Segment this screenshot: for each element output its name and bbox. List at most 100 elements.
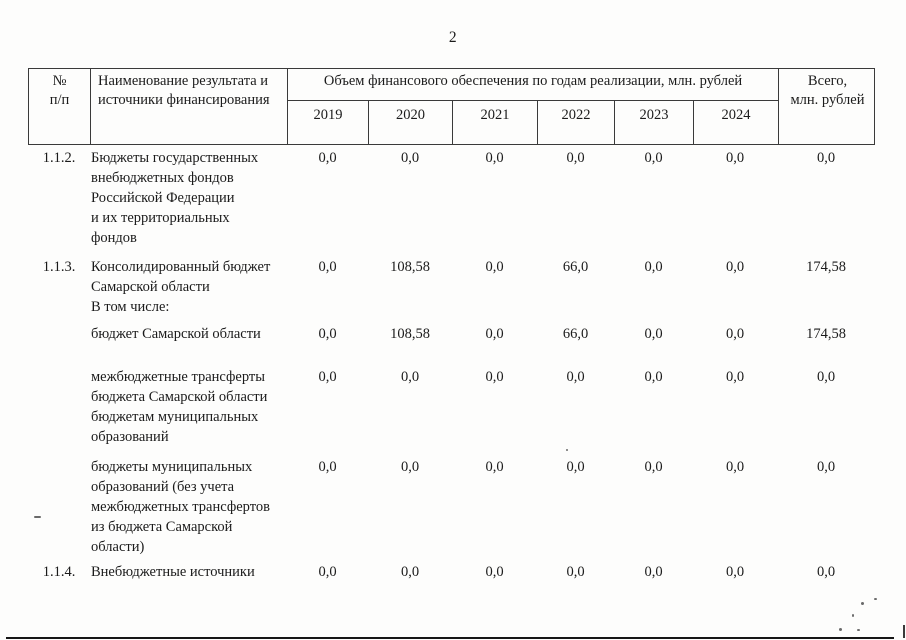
- cell-value: 66,0: [562, 326, 589, 342]
- table-row: 1.1.2. Бюджеты государственных внебюджетн…: [28, 148, 875, 248]
- row-name-line: бюджет Самарской области: [91, 326, 261, 342]
- header-year-2022: 2022: [538, 101, 615, 144]
- row-name-line: и их территориальных: [91, 210, 230, 226]
- row-name: Бюджеты государственных внебюджетных фонд…: [90, 148, 287, 248]
- header-total: Всего, млн. рублей: [778, 69, 876, 144]
- cell-total: 174,58: [806, 326, 846, 342]
- header-total-line2: млн. рублей: [790, 92, 865, 108]
- row-name-line: Консолидированный бюджет: [91, 259, 271, 275]
- cell-value: 0,0: [725, 369, 745, 385]
- header-num-line2: п/п: [49, 92, 70, 108]
- row-name: Внебюджетные источники: [90, 562, 287, 582]
- scan-speckle: [874, 598, 877, 600]
- cell-value: 0,0: [400, 564, 420, 580]
- cell-value: 0,0: [725, 150, 745, 166]
- table-header: № п/п Наименование результата и источник…: [28, 68, 875, 145]
- table-row: 1.1.3. Консолидированный бюджет Самарской…: [28, 257, 875, 317]
- row-name: межбюджетные трансферты бюджета Самарской…: [90, 367, 287, 447]
- row-name-line: области): [91, 539, 145, 555]
- cell-value: 0,0: [400, 459, 420, 475]
- row-number: [28, 367, 90, 447]
- cell-value: 0,0: [318, 326, 337, 342]
- header-year-2019: 2019: [288, 101, 369, 144]
- cell-value: 0,0: [318, 150, 337, 166]
- cell-value: 108,58: [390, 259, 430, 275]
- scan-speckle: [839, 628, 842, 631]
- row-name-line: бюджеты муниципальных: [91, 459, 253, 475]
- cell-value: 0,0: [566, 369, 585, 385]
- cell-value: 0,0: [725, 459, 745, 475]
- page-number: 2: [448, 29, 458, 46]
- header-year-2024: 2024: [721, 107, 751, 123]
- scan-edge-corner: [903, 625, 905, 638]
- cell-value: 0,0: [485, 564, 504, 580]
- scan-speckle: [34, 516, 41, 518]
- table-row: бюджет Самарской области 0,0 108,58 0,0 66,…: [28, 324, 875, 344]
- row-number: [28, 457, 90, 557]
- row-name-line: бюджетам муниципальных: [91, 409, 259, 425]
- row-name-line: Российской Федерации: [91, 190, 235, 206]
- finance-table: № п/п Наименование результата и источник…: [28, 68, 875, 582]
- row-name: бюджет Самарской области: [90, 324, 287, 344]
- cell-value: 0,0: [644, 150, 663, 166]
- scan-speckle: [852, 614, 854, 617]
- cell-value: 0,0: [644, 459, 663, 475]
- row-number: [28, 324, 90, 344]
- row-name-line: образований: [91, 429, 169, 445]
- row-number: 1.1.2.: [42, 150, 76, 166]
- table-row: бюджеты муниципальных образований (без уч…: [28, 457, 875, 557]
- cell-value: 0,0: [485, 369, 504, 385]
- row-name-line: межбюджетные трансферты: [91, 369, 265, 385]
- row-name-line: Бюджеты государственных: [91, 150, 259, 166]
- cell-value: 0,0: [485, 259, 504, 275]
- cell-value: 0,0: [644, 259, 663, 275]
- row-name: Консолидированный бюджет Самарской област…: [90, 257, 287, 317]
- cell-total: 174,58: [806, 259, 846, 275]
- header-num: № п/п: [29, 69, 91, 144]
- scan-edge-line: [6, 637, 894, 639]
- header-name: Наименование результата и источники фина…: [91, 69, 288, 144]
- header-volume: Объем финансового обеспечения по годам р…: [288, 69, 778, 101]
- row-name-line: бюджета Самарской области: [91, 389, 268, 405]
- cell-value: 0,0: [644, 564, 663, 580]
- header-num-line1: №: [52, 73, 67, 89]
- scan-speckle: [861, 602, 864, 605]
- cell-value: 0,0: [485, 326, 504, 342]
- row-name-line: Самарской области: [91, 279, 210, 295]
- cell-value: 0,0: [566, 564, 585, 580]
- header-year-2021: 2021: [453, 101, 538, 144]
- cell-value: 0,0: [318, 564, 337, 580]
- cell-value: 0,0: [725, 326, 745, 342]
- header-total-line1: Всего,: [807, 73, 848, 89]
- header-name-line2: источники финансирования: [98, 92, 270, 108]
- cell-total: 0,0: [816, 369, 836, 385]
- header-year-2020: 2020: [369, 101, 453, 144]
- header-name-line1: Наименование результата и: [98, 73, 269, 89]
- cell-value: 0,0: [644, 326, 663, 342]
- header-year-2023: 2023: [615, 101, 694, 144]
- cell-total: 0,0: [816, 459, 836, 475]
- scan-speckle: [857, 629, 860, 631]
- table-row: межбюджетные трансферты бюджета Самарской…: [28, 367, 875, 447]
- cell-value: 0,0: [318, 369, 337, 385]
- row-name-line: образований (без учета: [91, 479, 235, 495]
- cell-value: 0,0: [566, 459, 585, 475]
- row-name-line: из бюджета Самарской: [91, 519, 233, 535]
- row-number: 1.1.4.: [42, 564, 76, 580]
- row-number: 1.1.3.: [42, 259, 76, 275]
- cell-value: 0,0: [566, 150, 585, 166]
- cell-value: 0,0: [485, 150, 504, 166]
- row-name-line: Внебюджетные источники: [91, 564, 255, 580]
- cell-value: 108,58: [390, 326, 430, 342]
- cell-total: 0,0: [816, 150, 836, 166]
- cell-value: 0,0: [725, 259, 745, 275]
- cell-total: 0,0: [816, 564, 836, 580]
- row-name-line: внебюджетных фондов: [91, 170, 234, 186]
- row-name-line: В том числе:: [91, 299, 170, 315]
- table-body: 1.1.2. Бюджеты государственных внебюджетн…: [28, 148, 875, 582]
- cell-value: 0,0: [318, 259, 337, 275]
- cell-value: 0,0: [485, 459, 504, 475]
- table-row: 1.1.4. Внебюджетные источники 0,0 0,0 0,0 0…: [28, 562, 875, 582]
- cell-value: 0,0: [644, 369, 663, 385]
- row-name: бюджеты муниципальных образований (без уч…: [90, 457, 287, 557]
